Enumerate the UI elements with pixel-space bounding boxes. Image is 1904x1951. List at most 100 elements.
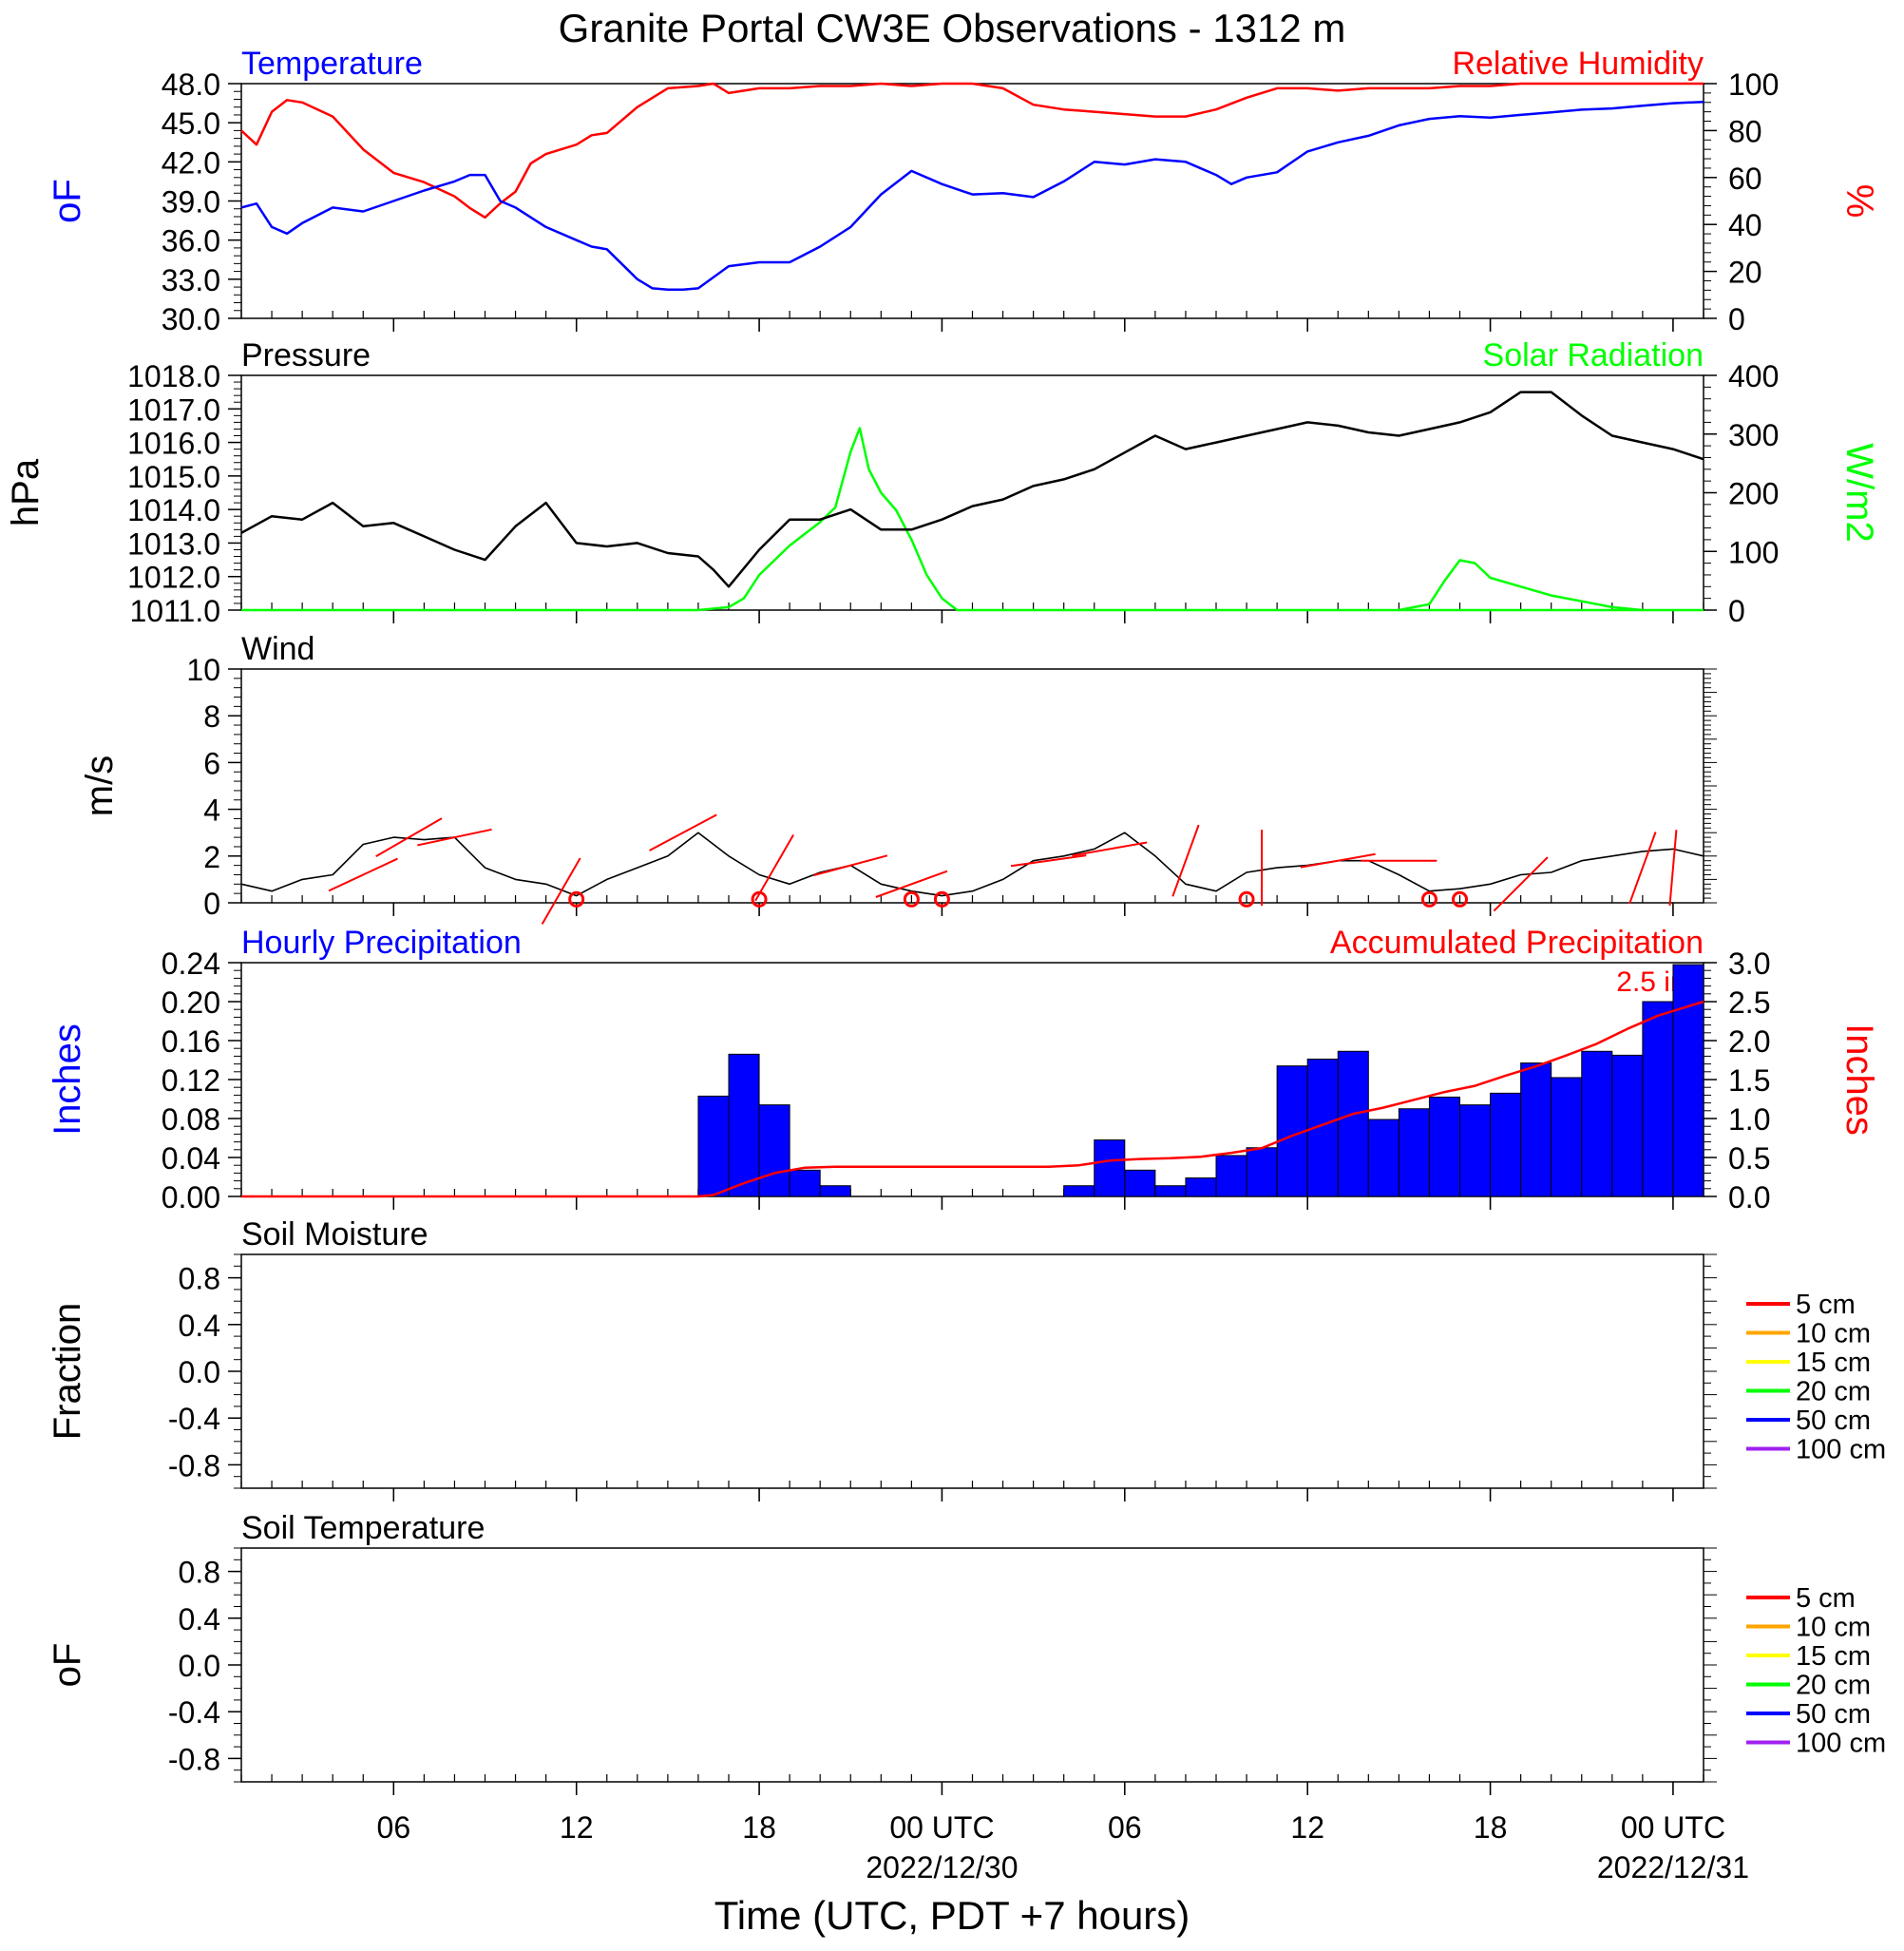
soil_moisture-legend-label: 10 cm [1796,1319,1871,1349]
wind-barb [754,833,794,902]
pressure-left-tick-label: 1012.0 [127,561,220,595]
hourly-precip-bar [1124,1169,1156,1197]
x-tick-date: 2022/12/31 [1597,1850,1749,1884]
hourly-precip-bar [1428,1096,1460,1197]
pressure-title: Pressure [241,337,371,373]
soil-moisture-panel: 0.8 0.4 0.0 -0.4 -0.8 Soil Moisture Fraction 5 … [47,1216,1886,1502]
hourly-precip-bar [1551,1077,1583,1197]
temp-left-tick-label: 36.0 [162,224,220,258]
wind-barb [375,817,443,857]
x-tick-label: 12 [1290,1810,1324,1845]
precip-left-tick-label: 0.12 [162,1063,220,1098]
wind-left-tick-label: 2 [203,840,220,874]
hourly-precip-bar [728,1053,760,1197]
wind-barb [813,854,888,876]
temp-left-tick-label: 45.0 [162,106,220,141]
precip-right-tick-label: 2.5 [1728,985,1770,1020]
soil_moisture-left-tick-label: 0.0 [179,1355,220,1389]
soil_temp-unit: oF [47,1643,88,1688]
wind-barb [649,813,717,851]
calm-wind-circle [751,890,768,908]
hourly-precip-bar [1094,1139,1126,1197]
x-tick-label: 06 [1108,1810,1142,1845]
precip-right-tick-label: 3.0 [1728,947,1770,981]
figure-title: Granite Portal CW3E Observations - 1312 … [559,6,1346,50]
wind-frame [240,668,1704,904]
pressure-left-tick-label: 1015.0 [127,460,220,494]
soil_moisture-left-tick-label: -0.8 [168,1448,220,1482]
soil_moisture-left-tick-label: 0.8 [179,1262,220,1296]
calm-wind-circle [1452,890,1468,908]
hourly-precip-bar [1063,1185,1095,1197]
precip-right-tick-label: 0.0 [1728,1180,1770,1215]
wind-speed-line [240,832,1704,897]
precip-right-tick-label: 1.0 [1728,1102,1770,1137]
soil_temp-left-tick-label: -0.4 [168,1695,220,1730]
soil_moisture-legend-label: 100 cm [1796,1435,1886,1465]
pressure-right-tick-label: 0 [1728,594,1745,628]
soil_moisture-left-tick-label: -0.4 [168,1402,220,1436]
temp-left-tick-label: 42.0 [162,145,220,180]
wind-left-tick-label: 4 [203,794,220,828]
wind-left-tick-label: 0 [203,887,220,921]
calm-wind-circle [933,890,950,908]
pressure-right-tick-label: 400 [1728,359,1779,393]
hourly-precip-bar [819,1185,851,1197]
solar-radiation-line-day2 [1399,559,1644,612]
pressure-right-tick-label: 300 [1728,418,1779,452]
wind-barb [1493,856,1549,912]
temperature-line [240,100,1704,292]
x-tick-date: 2022/12/30 [866,1850,1018,1884]
temp-right-tick-label: 80 [1728,114,1762,148]
wind-barb [875,870,948,898]
wind-left-tick-label: 8 [203,699,220,734]
pressure-panel: 1018.01017.01016.01015.01014.01013.01012… [5,337,1880,628]
calm-wind-circle [568,890,585,908]
hourly-precip-bar [1367,1119,1399,1197]
calm-wind-circle [1420,890,1438,908]
relative-humidity-line [240,82,1704,220]
hourly-precip-unit: Inches [47,1023,88,1136]
x-tick-label: 12 [560,1810,594,1845]
precip-left-tick-label: 0.08 [162,1102,220,1137]
accum-precip-title: Accumulated Precipitation [1330,925,1704,961]
hourly-precip-bar [1672,964,1704,1197]
hourly-precip-bar [1337,1050,1369,1197]
hourly-precip-bar [1611,1054,1644,1197]
precip-right-tick-label: 2.0 [1728,1024,1770,1059]
pressure-left-tick-label: 1013.0 [127,526,220,561]
humidity-unit: % [1838,184,1880,219]
temperature-unit: oF [47,179,88,223]
x-tick-label: 06 [377,1810,411,1845]
wind-barb [328,857,398,892]
solar-radiation-line [241,427,1704,612]
wind-barb [1300,852,1376,869]
precipitation-panel: 0.24 0.20 0.16 0.12 0.08 0.04 0.00 3.0 2.5 2.0 1.5… [47,925,1880,1215]
pressure-left-tick-label: 1018.0 [127,359,220,393]
pressure-left-tick-label: 1017.0 [127,392,220,427]
temp-left-tick-label: 33.0 [162,263,220,297]
soil_temp-left-tick-label: -0.8 [168,1742,220,1776]
x-tick-label: 00 UTC [889,1810,994,1845]
calm-wind-circle [903,890,920,908]
soil_temp-legend-label: 15 cm [1796,1641,1871,1672]
hourly-precip-bar [1459,1104,1492,1197]
temperature-title: Temperature [241,46,423,82]
hourly-precip-bar [1246,1147,1278,1197]
wind-left-tick-label: 10 [186,653,220,687]
temp-left-tick-label: 48.0 [162,67,220,102]
hourly-precip-bar [1398,1108,1430,1197]
wind-barb [417,828,492,847]
x-axis-label: Time (UTC, PDT +7 hours) [714,1893,1190,1938]
soil_moisture-title: Soil Moisture [241,1216,428,1253]
hourly-precip-bar [1520,1062,1552,1197]
precip-right-tick-label: 0.5 [1728,1141,1770,1176]
temp-right-tick-label: 20 [1728,256,1762,290]
hourly-precip-bar [697,1095,730,1197]
wind-barb [1628,832,1657,905]
accum-precip-unit: Inches [1838,1023,1880,1136]
